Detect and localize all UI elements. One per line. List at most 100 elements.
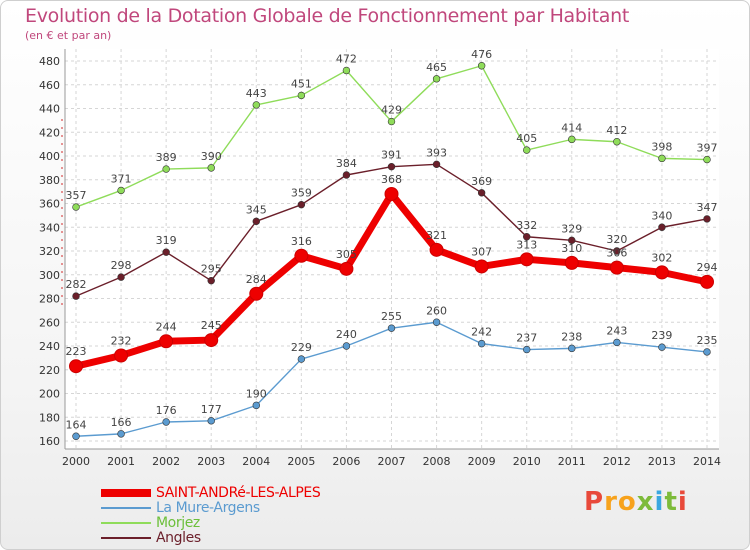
data-point	[477, 189, 486, 197]
y-tick-label: 460	[39, 79, 60, 92]
data-label: 176	[156, 404, 177, 417]
data-label: 302	[651, 251, 672, 264]
logo-letter: i	[677, 487, 688, 517]
data-point	[568, 236, 576, 245]
data-point	[432, 75, 441, 83]
logo-letter: t	[664, 487, 678, 517]
y-tick-label: 480	[39, 55, 60, 68]
data-point	[658, 223, 666, 231]
data-point	[339, 261, 354, 276]
y-tick-label: 440	[39, 103, 60, 116]
data-point	[207, 164, 215, 172]
data-point	[703, 155, 711, 164]
data-point	[72, 203, 80, 211]
data-point	[159, 334, 174, 349]
data-label: 298	[111, 259, 132, 272]
y-tick-label: 340	[39, 221, 60, 234]
data-point	[568, 135, 576, 144]
data-point	[72, 292, 80, 300]
data-label: 345	[246, 203, 267, 216]
data-label: 405	[516, 132, 537, 145]
data-label: 238	[561, 330, 582, 343]
data-label: 476	[471, 48, 492, 61]
data-label: 243	[606, 324, 627, 337]
x-tick-label: 2007	[378, 455, 406, 468]
x-tick-label: 2011	[558, 455, 586, 468]
data-label: 295	[201, 263, 222, 276]
logo-letter: x	[636, 487, 655, 517]
data-point	[609, 260, 624, 275]
data-label: 443	[246, 87, 267, 100]
data-label: 429	[381, 104, 402, 117]
data-label: 229	[291, 341, 312, 354]
data-point	[613, 338, 621, 347]
legend-swatch	[101, 521, 151, 524]
data-label: 414	[561, 121, 582, 134]
y-tick-label: 200	[39, 388, 60, 401]
y-tick-label: 300	[39, 269, 60, 282]
data-label: 316	[291, 235, 312, 248]
chart-title: Evolution de la Dotation Globale de Fonc…	[25, 5, 630, 27]
y-tick-label: 260	[39, 316, 60, 329]
x-tick-label: 2008	[423, 455, 451, 468]
data-label: 237	[516, 332, 537, 345]
data-label: 371	[111, 172, 132, 185]
legend-item: SAINT-ANDRé-LES-ALPES	[101, 484, 321, 501]
data-point	[162, 165, 170, 173]
y-tick-label: 420	[39, 126, 60, 139]
data-label: 321	[426, 229, 447, 242]
data-point	[342, 66, 351, 75]
legend-item: Angles	[101, 530, 320, 546]
x-tick-label: 2003	[197, 455, 225, 468]
data-label: 465	[426, 61, 447, 74]
y-tick-label: 220	[39, 364, 60, 377]
data-label: 282	[66, 278, 87, 291]
y-tick-label: 360	[39, 198, 60, 211]
data-label: 398	[651, 140, 672, 153]
data-label: 223	[66, 345, 87, 358]
proxiti-logo: Proxiti	[584, 487, 688, 517]
data-point	[703, 215, 711, 223]
data-point	[387, 117, 396, 126]
data-point	[207, 276, 215, 285]
data-label: 369	[471, 175, 492, 188]
data-point	[523, 146, 531, 154]
data-point	[294, 248, 309, 263]
data-label: 255	[381, 310, 402, 323]
data-label: 391	[381, 149, 402, 162]
data-point	[568, 344, 576, 353]
data-point	[477, 339, 486, 348]
y-tick-label: 180	[39, 411, 60, 424]
legend-swatch	[101, 506, 151, 509]
x-tick-label: 2009	[468, 455, 496, 468]
logo-letter: P	[584, 487, 605, 517]
logo-letter: o	[617, 487, 637, 517]
data-label: 242	[471, 326, 492, 339]
legend-item: Morjez	[101, 514, 320, 531]
x-tick-label: 2004	[242, 455, 270, 468]
data-point	[297, 200, 306, 209]
data-label: 232	[111, 335, 132, 348]
data-point	[703, 348, 711, 356]
x-tick-label: 2010	[513, 455, 541, 468]
logo-letter: r	[604, 487, 618, 517]
legend-item: La Mure-Argens	[101, 500, 320, 516]
data-label: 368	[381, 173, 402, 186]
data-point	[114, 348, 129, 363]
data-label: 190	[246, 387, 267, 400]
x-tick-label: 2014	[693, 455, 721, 468]
legend: SAINT-ANDRé-LES-ALPES La Mure-Argens Morje…	[101, 484, 321, 546]
data-point	[204, 333, 219, 348]
data-point	[252, 101, 260, 109]
data-label: 313	[516, 238, 537, 251]
data-point	[72, 432, 80, 440]
data-point	[387, 162, 396, 171]
legend-label: SAINT-ANDRé-LES-ALPES	[156, 484, 321, 501]
x-tick-label: 2000	[62, 455, 90, 468]
data-label: 397	[697, 142, 718, 155]
legend-label: Morjez	[156, 514, 200, 531]
data-label: 451	[291, 77, 312, 90]
data-point	[613, 247, 621, 255]
y-tick-label: 280	[39, 293, 60, 306]
